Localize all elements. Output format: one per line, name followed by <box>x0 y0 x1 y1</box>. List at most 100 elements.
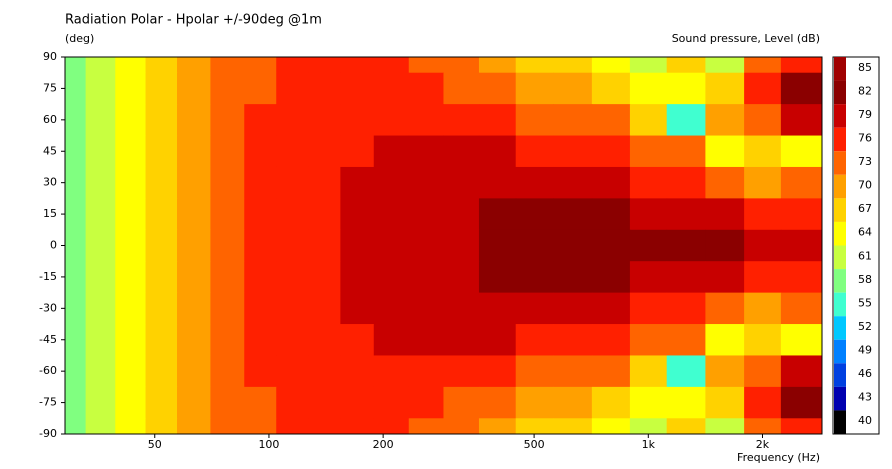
heat-cell <box>244 261 277 294</box>
heat-cell <box>177 135 211 168</box>
heat-cell <box>478 229 517 262</box>
heat-cell <box>744 355 782 388</box>
heat-cell <box>478 386 517 419</box>
heat-cell <box>85 292 116 325</box>
colorbar-cell <box>834 410 846 434</box>
heat-cell <box>244 418 277 435</box>
heat-cell <box>65 386 87 419</box>
heat-cell <box>177 324 211 356</box>
colorbar-cell <box>834 269 846 293</box>
heat-cell <box>210 135 245 168</box>
colorbar-cell <box>834 151 846 175</box>
heat-cell <box>308 386 341 419</box>
heat-cell <box>591 72 631 105</box>
heat-cell <box>780 261 823 294</box>
heat-cell <box>744 418 782 435</box>
heat-cell <box>115 261 147 294</box>
heat-cell <box>553 324 593 356</box>
heat-cell <box>308 355 341 388</box>
heat-cell <box>408 355 444 388</box>
heat-cell <box>666 135 706 168</box>
heat-cell <box>340 229 375 262</box>
heat-cell <box>666 57 706 74</box>
heat-cell <box>373 229 410 262</box>
heat-cell <box>276 166 309 199</box>
heat-cell <box>553 57 593 74</box>
heat-cell <box>591 324 631 356</box>
heat-cell <box>115 229 147 262</box>
heat-cell <box>705 418 745 435</box>
heat-cell <box>145 135 178 168</box>
heat-cell <box>591 198 631 231</box>
heat-cell <box>629 57 668 74</box>
heat-cell <box>85 72 116 105</box>
heat-cell <box>515 57 554 74</box>
x-axis-label: Frequency (Hz) <box>737 451 820 464</box>
heat-cell <box>478 324 517 356</box>
heat-cell <box>210 229 245 262</box>
heat-cell <box>478 72 517 105</box>
heat-cell <box>373 292 410 325</box>
heat-cell <box>515 166 554 199</box>
heat-cell <box>373 355 410 388</box>
heat-cell <box>308 104 341 137</box>
heat-cell <box>85 198 116 231</box>
colorbar-label: 43 <box>858 391 872 404</box>
heat-cell <box>443 198 480 231</box>
heat-cell <box>308 324 341 356</box>
heat-cell <box>65 355 87 388</box>
heat-cell <box>515 135 554 168</box>
heat-cell <box>276 261 309 294</box>
colorbar-label: 61 <box>858 249 872 262</box>
heat-cell <box>85 57 116 74</box>
heat-cell <box>629 355 668 388</box>
heat-cell <box>705 57 745 74</box>
colorbar-cell <box>834 363 846 387</box>
colorbar-label: 67 <box>858 202 872 215</box>
heat-cell <box>666 198 706 231</box>
heat-cell <box>780 166 823 199</box>
heat-cell <box>308 57 341 74</box>
heat-cell <box>244 229 277 262</box>
heat-cell <box>443 292 480 325</box>
heat-cell <box>666 229 706 262</box>
heat-cell <box>276 386 309 419</box>
heat-cell <box>705 386 745 419</box>
x-tick-label: 200 <box>373 438 394 451</box>
heat-cell <box>210 386 245 419</box>
heat-cell <box>591 292 631 325</box>
heat-cell <box>308 229 341 262</box>
heat-cell <box>744 72 782 105</box>
heat-cell <box>591 104 631 137</box>
colorbar-label: 58 <box>858 273 872 286</box>
colorbar-cell <box>834 221 846 246</box>
heat-cell <box>780 292 823 325</box>
heat-cell <box>515 355 554 388</box>
heat-cell <box>629 324 668 356</box>
heat-cell <box>629 198 668 231</box>
heat-cell <box>744 386 782 419</box>
y-tick-label: -60 <box>39 364 57 377</box>
heat-cell <box>443 104 480 137</box>
heat-cell <box>340 261 375 294</box>
x-tick-label: 2k <box>756 438 770 451</box>
heat-cell <box>443 166 480 199</box>
colorbar-label: 85 <box>858 61 872 74</box>
y-tick-label: -75 <box>39 396 57 409</box>
colorbar-cell <box>834 174 846 199</box>
heat-cell <box>115 198 147 231</box>
heat-cell <box>65 166 87 199</box>
heat-cell <box>340 418 375 435</box>
heat-cell <box>65 261 87 294</box>
heat-cell <box>408 386 444 419</box>
heat-cell <box>478 261 517 294</box>
y-tick-label: 45 <box>43 144 57 157</box>
heat-cell <box>705 135 745 168</box>
heat-cell <box>85 386 116 419</box>
heat-cell <box>210 324 245 356</box>
heat-cell <box>210 261 245 294</box>
y-tick-label: 0 <box>50 239 57 252</box>
heat-cell <box>308 135 341 168</box>
heat-cell <box>629 166 668 199</box>
heat-cell <box>443 261 480 294</box>
